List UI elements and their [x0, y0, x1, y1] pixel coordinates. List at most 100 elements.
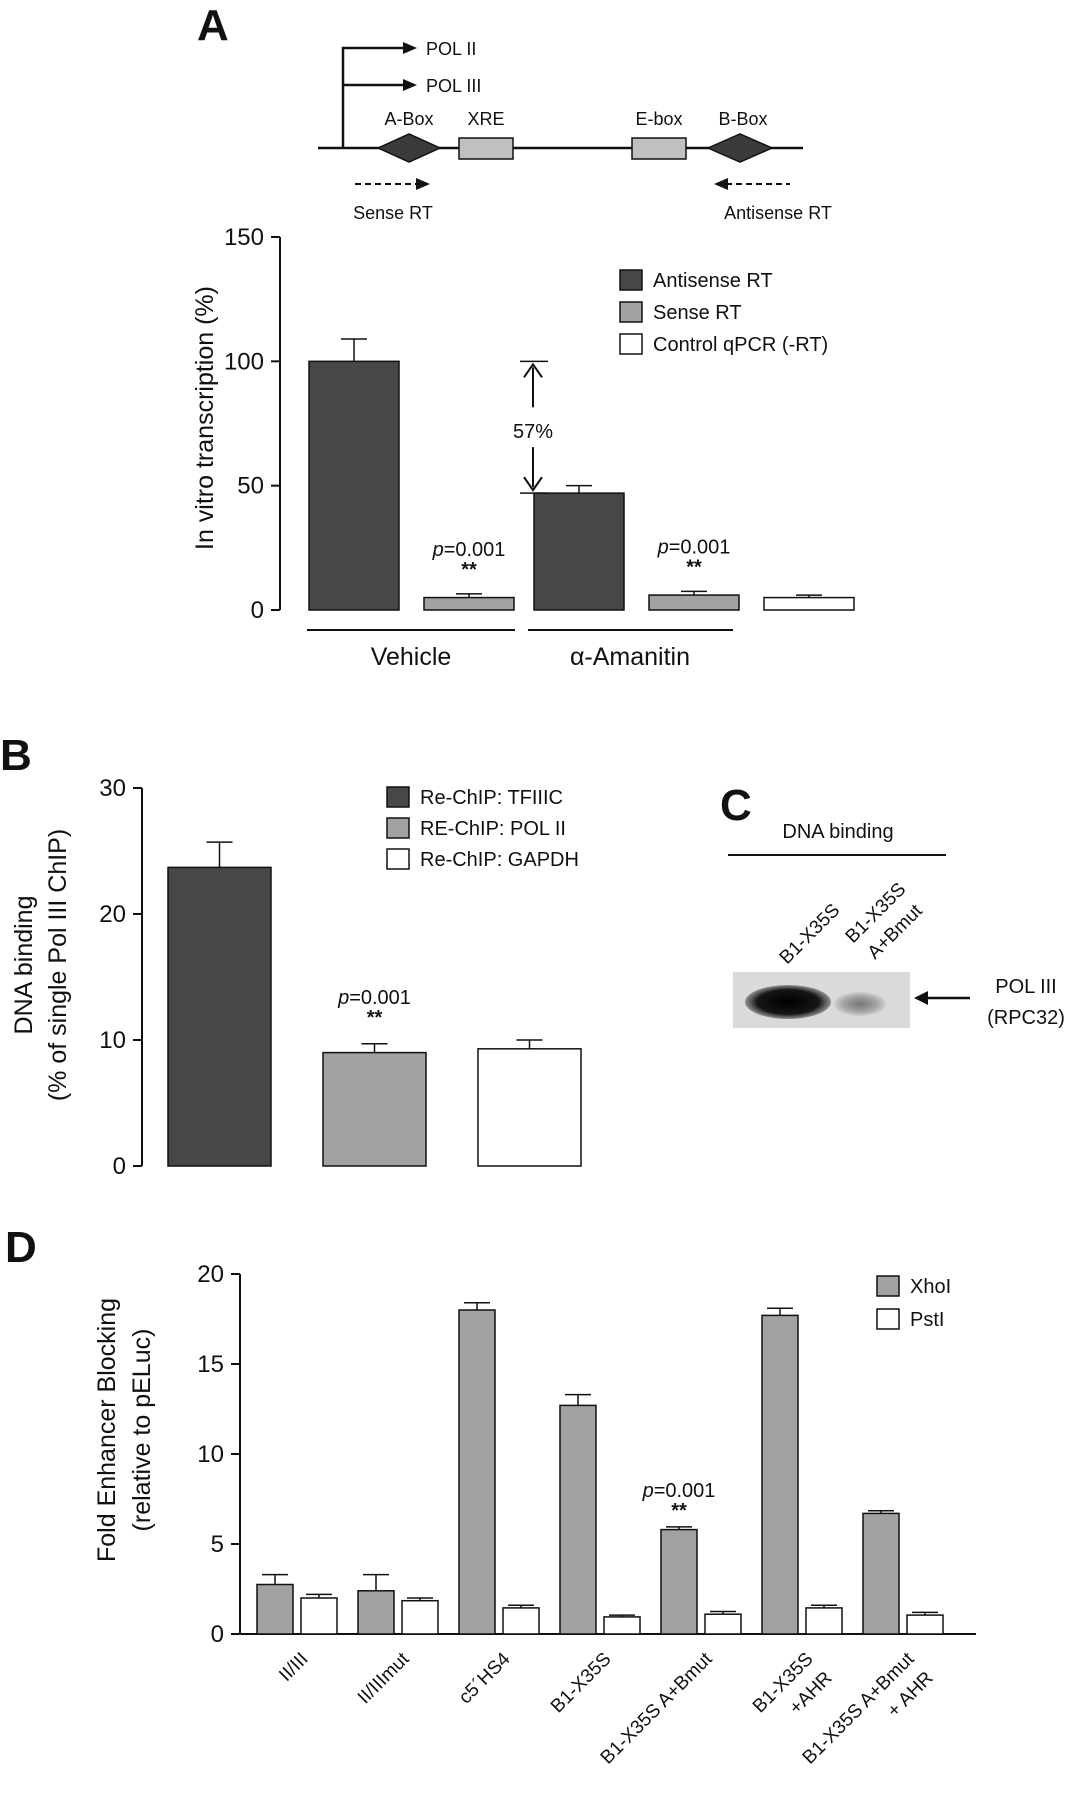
chart-b-y-tick-label: 10 [99, 1027, 126, 1054]
chart-b-bar-1 [322, 1051, 427, 1167]
chart-a-bar-2 [533, 492, 625, 611]
legend-a-control: Control qPCR (-RT) [653, 334, 828, 356]
lane-label-b1-x35s: B1-X35S [776, 900, 845, 969]
chart-d-category-label-4: B1-X35S A+Bmut [597, 1648, 717, 1768]
legend-d-xhoi: XhoI [910, 1276, 951, 1298]
legend-a-swatch-control [619, 333, 643, 355]
legend-d-swatch-xhoi [876, 1275, 900, 1297]
chart-a-bar-1-pvalue: p=0.001 [432, 539, 506, 561]
panel-c-letter: C [720, 781, 752, 830]
pol2-arrow-head [403, 42, 417, 54]
chart-b-ylabel-1: DNA binding [10, 896, 38, 1035]
b-box-label: B-Box [718, 109, 767, 129]
pol3-label: POL III [426, 76, 481, 96]
chart-d-xhoi-bar-0 [256, 1583, 294, 1635]
chart-a-ylabel: In vitro transcription (%) [191, 286, 219, 550]
sense-primer-head [416, 178, 430, 190]
chart-d-y-tick-label: 5 [211, 1531, 224, 1558]
chart-a-57-annotation: 57% [513, 421, 553, 443]
band-arrow-head [914, 991, 928, 1005]
panel-c-title: DNA binding [782, 821, 893, 843]
e-box-label: E-box [635, 109, 682, 129]
chart-b-y-tick-label: 0 [113, 1153, 126, 1180]
a-box-diamond [376, 133, 442, 163]
legend-a-swatch-sense [619, 301, 643, 323]
chart-d-category-label-3: B1-X35S [547, 1649, 616, 1718]
pol3-arrow-head [403, 79, 417, 91]
chart-a-y-tick-label: 50 [237, 473, 264, 500]
chart-b-legend: Re-ChIP: TFIIIC RE-ChIP: POL II Re-ChIP:… [386, 786, 579, 871]
group-label-amanitin: α-Amanitin [570, 643, 690, 671]
chart-b-bar-2 [477, 1048, 582, 1167]
xre-label: XRE [467, 109, 504, 129]
chart-a-y-tick-label: 100 [224, 348, 264, 375]
e-box-rect [631, 137, 687, 160]
chart-d-xhoi-bar-4 [660, 1528, 698, 1635]
antisense-primer-head [714, 178, 728, 190]
chart-d: Fold Enhancer Blocking (relative to pELu… [93, 1261, 976, 1768]
b-box-diamond [706, 133, 774, 163]
blot-band-lane-1 [745, 985, 831, 1019]
legend-d-psti: PstI [910, 1309, 944, 1331]
chart-d-ylabel-2: (relative to pELuc) [128, 1329, 156, 1532]
chart-d-legend: XhoI PstI [876, 1275, 951, 1331]
chart-d-psti-bar-3 [603, 1616, 641, 1635]
chart-d-xhoi-bar-5 [761, 1314, 799, 1635]
chart-a-arrow-up-head [523, 362, 543, 378]
legend-a-antisense: Antisense RT [653, 270, 773, 292]
pol2-label: POL II [426, 39, 476, 59]
legend-b-pol2: RE-ChIP: POL II [420, 818, 566, 840]
band-label-2: (RPC32) [987, 1007, 1065, 1029]
a-box-label: A-Box [384, 109, 433, 129]
legend-a-sense: Sense RT [653, 302, 742, 324]
chart-d-ylabel-1: Fold Enhancer Blocking [93, 1298, 121, 1562]
chart-d-y-tick-label: 0 [211, 1621, 224, 1648]
xre-box [458, 137, 514, 160]
chart-d-psti-bar-6 [906, 1614, 944, 1635]
chart-d-psti-bar-5 [805, 1607, 843, 1635]
chart-b-bar-1-pvalue: p=0.001 [337, 987, 411, 1009]
chart-b-ylabel-2: (% of single Pol III ChIP) [44, 829, 72, 1101]
pol2-arrow [341, 46, 405, 148]
chart-d-bar-4-pvalue: p=0.001 [642, 1480, 716, 1502]
legend-a-swatch-antisense [619, 269, 643, 291]
chart-d-category-label-1: II/IIImut [354, 1648, 414, 1708]
panel-b-letter: B [0, 731, 32, 780]
panel-a-letter: A [197, 1, 229, 50]
chart-a-bar-0 [308, 360, 400, 611]
chart-b-bar-1-significance: ** [367, 1007, 383, 1029]
chart-d-psti-bar-4 [704, 1613, 742, 1635]
chart-d-bar-4-significance: ** [671, 1500, 687, 1522]
legend-b-swatch-tfiiic [386, 786, 410, 808]
chart-d-y-tick-label: 20 [197, 1261, 224, 1288]
chart-a: In vitro transcription (%) Antisense RT … [191, 224, 855, 671]
chart-a-y-tick-label: 0 [251, 597, 264, 624]
chart-b-bar-0 [167, 866, 272, 1167]
antisense-rt-label: Antisense RT [724, 203, 832, 223]
chart-d-category-label-0: II/III [275, 1649, 312, 1686]
chart-a-bar-3-pvalue: p=0.001 [657, 536, 731, 558]
legend-b-tfiiic: Re-ChIP: TFIIIC [420, 787, 563, 809]
chart-a-bar-1 [423, 596, 515, 611]
chart-a-legend: Antisense RT Sense RT Control qPCR (-RT) [619, 269, 828, 356]
chart-b-y-tick-label: 30 [99, 775, 126, 802]
group-label-vehicle: Vehicle [371, 643, 452, 671]
chart-b-y-tick-label: 20 [99, 901, 126, 928]
chart-a-bar-1-significance: ** [461, 559, 477, 581]
gene-diagram: POL II POL III A-Box XRE E-box B-Box Sen… [318, 39, 832, 223]
chart-d-psti-bar-1 [401, 1599, 439, 1635]
chart-d-y-tick-label: 15 [197, 1351, 224, 1378]
legend-b-swatch-pol2 [386, 817, 410, 839]
chart-a-arrow-down-head [523, 476, 543, 492]
chart-d-y-tick-label: 10 [197, 1441, 224, 1468]
chart-a-bar-3 [648, 594, 740, 611]
panel-c: C DNA binding B1-X35S B1-X35S A+Bmut POL… [720, 781, 1065, 1029]
chart-d-category-label-2: c5´HS4 [455, 1648, 515, 1708]
blot-band-lane-2 [834, 992, 886, 1016]
chart-d-xhoi-bar-3 [559, 1404, 597, 1635]
chart-b: DNA binding (% of single Pol III ChIP) R… [10, 775, 582, 1180]
band-label-1: POL III [995, 976, 1057, 998]
chart-a-y-tick-label: 150 [224, 224, 264, 251]
legend-b-swatch-gapdh [386, 848, 410, 870]
